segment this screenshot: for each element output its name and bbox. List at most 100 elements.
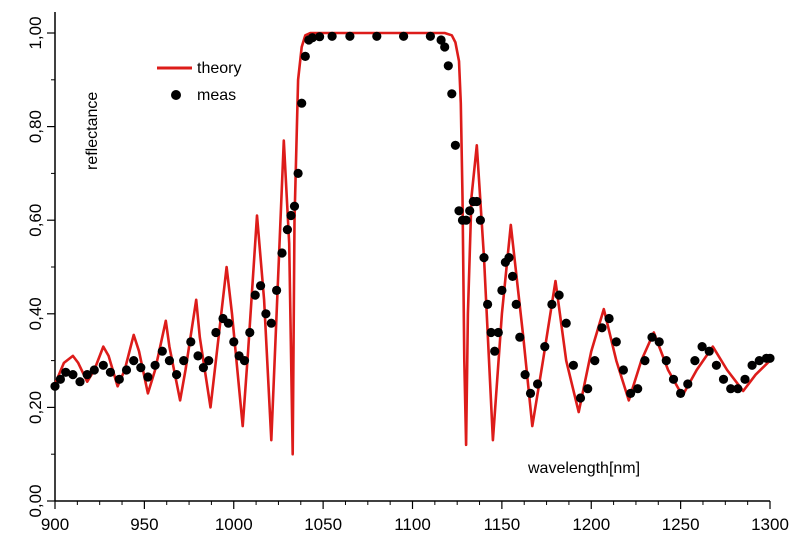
x-tick-label: 900 [41,515,69,534]
legend-meas-label: meas [197,87,236,104]
meas-point [293,168,303,178]
meas-point [425,31,435,41]
meas-point [604,313,614,324]
meas-point [272,285,282,295]
meas-point [229,337,239,347]
meas-point [547,299,557,309]
meas-point [345,31,355,41]
meas-point [399,31,409,41]
meas-point [583,384,593,394]
meas-point [261,309,271,319]
x-tick-label: 1050 [304,515,342,534]
series-meas [50,31,775,403]
y-tick-label: 0,40 [26,297,45,330]
y-axis-label: reflectance [84,92,101,170]
meas-point [61,367,71,377]
meas-point [575,393,586,403]
meas-point [718,374,729,384]
meas-point [490,346,500,356]
meas-point [98,360,108,370]
meas-point [676,388,686,398]
meas-point [286,210,296,221]
meas-point [436,35,446,45]
meas-point [297,98,307,108]
y-tick-label: 0,00 [26,484,45,517]
meas-point [507,271,518,281]
x-tick-labels: 900 950 1000 1050 1100 1150 1200 1250 1300 [41,515,789,534]
meas-point [186,337,196,347]
axes [54,12,770,502]
meas-point [683,379,693,389]
meas-point [68,370,78,380]
meas-point [611,337,621,347]
y-tick-label: 1,00 [26,16,45,49]
x-tick-label: 1200 [572,515,610,534]
meas-point [483,299,493,309]
meas-point [511,299,521,309]
meas-point [540,342,550,352]
meas-point [633,384,643,394]
meas-point [754,356,764,366]
meas-point [726,384,736,394]
legend-theory-label: theory [197,60,241,77]
meas-point [493,327,503,338]
meas-point [740,374,750,384]
meas-point [486,327,496,338]
meas-point [443,61,453,71]
meas-point [256,281,266,291]
y-tick-labels: 0,00 0,20 0,40 0,60 0,80 1,00 [26,16,45,517]
meas-point [277,248,287,258]
x-tick-label: 1100 [394,515,431,534]
x-tick-label: 1150 [484,515,521,534]
meas-point [204,356,214,366]
meas-point [704,346,714,356]
meas-point [668,374,679,384]
x-axis-label: wavelength[nm] [527,460,640,477]
meas-point [105,367,115,377]
meas-point [143,372,153,382]
meas-point [315,32,325,42]
meas-point [75,377,85,387]
meas-point [89,365,99,375]
meas-point [307,33,317,43]
meas-point [733,384,743,394]
legend: theory meas [157,60,241,104]
meas-point [121,365,132,375]
meas-point [765,353,775,363]
meas-point [525,388,536,398]
meas-point [465,206,475,216]
meas-point [266,318,276,328]
series-theory [53,31,772,456]
meas-point [239,356,250,366]
y-tick-label: 0,80 [26,110,45,143]
meas-point [300,51,310,62]
meas-point [472,196,482,207]
meas-point [661,356,671,366]
x-tick-label: 950 [130,515,158,534]
meas-point [654,337,664,347]
legend-meas-marker [171,90,181,100]
meas-point [554,290,564,300]
meas-point [327,31,337,41]
meas-point [590,356,600,366]
meas-point [50,381,60,391]
meas-point [289,201,300,211]
meas-point [150,360,160,370]
meas-point [198,363,208,373]
meas-point [282,225,292,235]
meas-point [479,253,489,263]
meas-point [447,89,457,99]
meas-point [172,370,182,380]
meas-point [454,206,464,216]
x-tick-label: 1000 [215,515,253,534]
meas-point [711,360,722,370]
meas-point [597,323,607,333]
meas-point [136,363,146,373]
meas-point [82,370,92,380]
meas-point [245,327,255,338]
theory-line [53,31,772,456]
meas-point [372,31,382,41]
meas-point [697,342,707,352]
meas-point [515,332,525,342]
